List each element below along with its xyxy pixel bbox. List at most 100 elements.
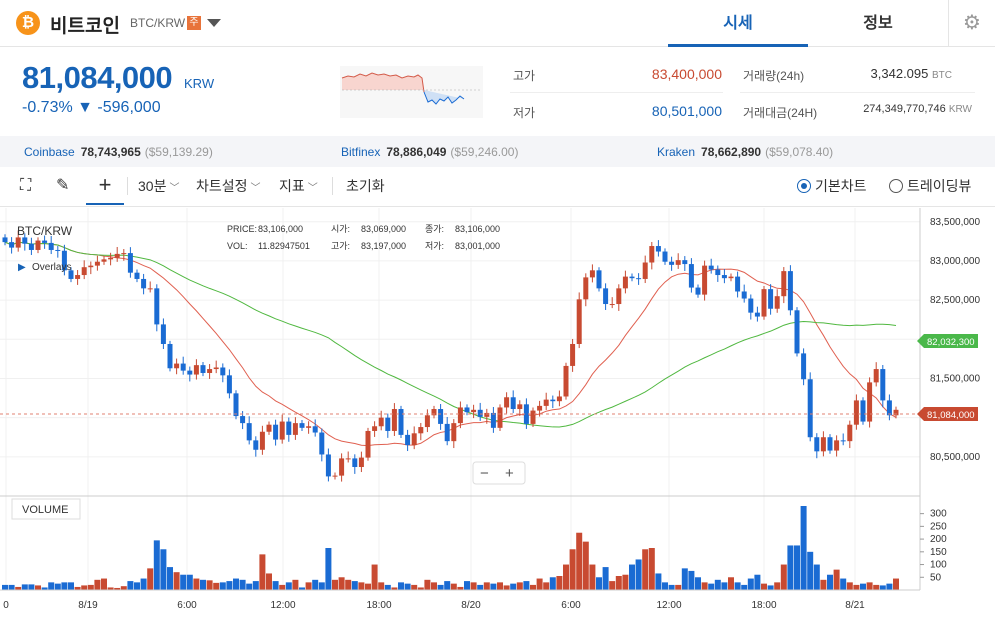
- volume-bar: [576, 532, 583, 590]
- price-chart[interactable]: BTC/KRW ▶ Overlays PRICE: 83,106,000 VOL…: [0, 208, 995, 619]
- volume-bar: [186, 574, 193, 590]
- candle: [636, 278, 642, 280]
- candle: [312, 426, 318, 433]
- volume-bar: [556, 576, 563, 590]
- volume-bar: [338, 577, 345, 590]
- candle: [114, 253, 120, 258]
- candle: [629, 276, 635, 279]
- candle: [774, 296, 780, 309]
- volume-bar: [2, 584, 8, 590]
- volume-bar: [101, 578, 107, 590]
- overlays-label[interactable]: Overlays: [32, 262, 71, 273]
- coin-name: 비트코인: [50, 16, 120, 37]
- crosshair-icon[interactable]: +: [86, 167, 124, 205]
- candle: [391, 409, 397, 431]
- volume-bar: [279, 584, 286, 590]
- ma-short-line: [4, 241, 897, 447]
- volume-label: VOLUME: [22, 504, 68, 516]
- volume-bar: [41, 587, 48, 590]
- volume-bar: [292, 579, 299, 590]
- candle: [101, 259, 107, 262]
- volume-bar: [569, 549, 576, 590]
- volume-bar: [589, 564, 596, 590]
- volume-bar: [173, 572, 180, 590]
- volume-tick: 250: [930, 521, 947, 532]
- candle: [853, 400, 859, 425]
- candle: [688, 264, 694, 288]
- candle: [141, 278, 147, 289]
- volume-bar: [431, 582, 437, 590]
- candle: [754, 312, 760, 317]
- volume-bar: [714, 579, 721, 590]
- sparkline-chart: [340, 66, 483, 118]
- volume-bar: [893, 578, 899, 590]
- ma-price-tag-text: 82,032,300: [927, 337, 975, 348]
- indicators-select[interactable]: 지표 ﹀: [279, 178, 318, 194]
- info-open: 83,069,000: [361, 224, 406, 234]
- info-close: 83,106,000: [455, 224, 500, 234]
- volume-tick: 300: [930, 509, 947, 520]
- volume-bar: [167, 567, 173, 590]
- gear-icon[interactable]: ⚙: [948, 0, 995, 47]
- volume-bar: [503, 585, 510, 590]
- volume-bar: [318, 582, 325, 590]
- chart-settings-select[interactable]: 차트설정 ﹀: [196, 178, 261, 194]
- ma-price-tag: [917, 334, 978, 348]
- reset-button[interactable]: 초기화: [346, 178, 385, 194]
- time-tick: 6:00: [561, 600, 581, 611]
- volume-bar: [602, 567, 609, 590]
- candle: [332, 475, 338, 477]
- overlays-toggle-icon[interactable]: ▶: [18, 262, 26, 273]
- exchange-bitfinex[interactable]: Bitfinex 78,886,049 ($59,246.00): [341, 145, 519, 159]
- time-tick: 6:00: [177, 600, 197, 611]
- candle: [820, 437, 826, 452]
- volume-bar: [424, 579, 431, 590]
- fullscreen-icon[interactable]: ⛶: [20, 177, 32, 194]
- volume-bar: [596, 577, 602, 590]
- volume-bar: [246, 583, 253, 590]
- candle: [193, 365, 199, 375]
- exchange-kraken[interactable]: Kraken 78,662,890 ($59,078.40): [657, 145, 834, 159]
- candle: [42, 240, 48, 243]
- candle: [15, 237, 21, 248]
- info-price: 83,106,000: [258, 224, 303, 234]
- candle: [61, 250, 67, 271]
- candle: [721, 275, 727, 279]
- volume-bar: [642, 549, 649, 590]
- exchange-coinbase[interactable]: Coinbase 78,743,965 ($59,139.29): [24, 145, 213, 159]
- interval-select[interactable]: 30분 ﹀: [138, 178, 180, 194]
- tradingview-radio[interactable]: 트레이딩뷰: [889, 167, 971, 205]
- volume-bar: [147, 568, 154, 590]
- tab-info[interactable]: 정보: [863, 15, 893, 32]
- volume-bar: [213, 582, 220, 590]
- candle: [378, 417, 384, 427]
- candle: [160, 324, 166, 344]
- candle: [438, 409, 444, 424]
- volume-bar: [497, 582, 503, 590]
- candle: [497, 407, 503, 428]
- basic-chart-radio[interactable]: 기본차트: [797, 167, 867, 205]
- volume-bar: [886, 583, 893, 590]
- pencil-icon[interactable]: ✎: [56, 177, 70, 194]
- volume-bar: [299, 587, 305, 590]
- volume-bar: [846, 582, 853, 590]
- zoom-out-button[interactable]: −: [480, 465, 489, 482]
- volume-bar: [477, 584, 484, 590]
- volume-bar: [662, 582, 668, 590]
- volume-bar: [695, 577, 701, 590]
- coin-dropdown-icon[interactable]: [207, 19, 221, 27]
- time-tick: 8/20: [461, 600, 481, 611]
- price-tick: 81,500,000: [930, 373, 980, 384]
- volume-bar: [470, 582, 477, 590]
- zoom-in-button[interactable]: +: [505, 465, 514, 482]
- volume-bar: [530, 584, 536, 590]
- volume-bar: [266, 573, 272, 590]
- volume-bar: [180, 574, 187, 590]
- tab-price[interactable]: 시세: [668, 0, 808, 47]
- candle: [22, 237, 28, 244]
- volume-bar: [675, 584, 682, 590]
- candle: [834, 440, 840, 451]
- current-price: 81,084,000: [22, 60, 173, 95]
- volume-bar: [391, 587, 398, 590]
